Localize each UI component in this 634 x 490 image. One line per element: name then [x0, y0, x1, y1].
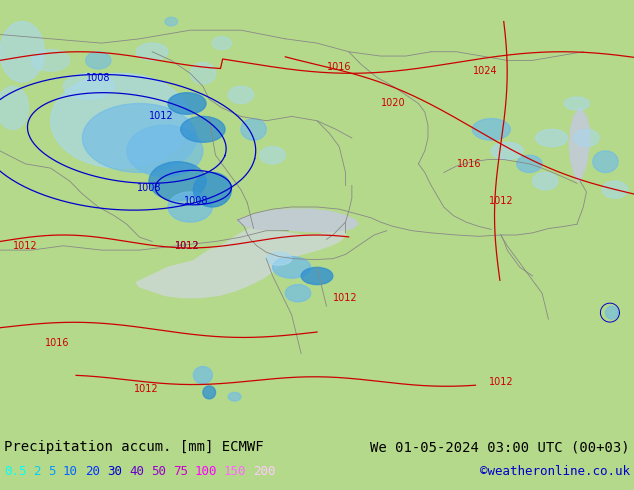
Text: 1012: 1012 — [175, 241, 199, 251]
Ellipse shape — [0, 86, 29, 129]
Ellipse shape — [181, 117, 225, 142]
Ellipse shape — [241, 119, 266, 140]
Ellipse shape — [32, 49, 70, 71]
Text: 1012: 1012 — [150, 111, 174, 122]
Ellipse shape — [472, 119, 510, 140]
Ellipse shape — [574, 129, 599, 147]
Text: 2: 2 — [33, 465, 41, 478]
Ellipse shape — [605, 306, 618, 319]
Ellipse shape — [136, 43, 168, 60]
Text: 5: 5 — [48, 465, 56, 478]
Ellipse shape — [212, 37, 231, 49]
Text: 1012: 1012 — [134, 384, 158, 394]
Text: 1008: 1008 — [184, 196, 209, 205]
Ellipse shape — [149, 162, 206, 200]
Ellipse shape — [190, 63, 216, 84]
Text: 1012: 1012 — [175, 241, 199, 251]
Ellipse shape — [0, 22, 44, 82]
Text: 75: 75 — [173, 465, 188, 478]
Text: 50: 50 — [151, 465, 166, 478]
Ellipse shape — [491, 142, 523, 160]
Ellipse shape — [165, 17, 178, 26]
Ellipse shape — [564, 97, 590, 110]
Text: 1012: 1012 — [489, 377, 513, 387]
Ellipse shape — [593, 151, 618, 172]
Text: 40: 40 — [129, 465, 144, 478]
Text: 1012: 1012 — [489, 196, 513, 205]
Ellipse shape — [536, 129, 567, 147]
Ellipse shape — [273, 257, 311, 278]
Ellipse shape — [203, 386, 216, 399]
Text: 1008: 1008 — [86, 73, 110, 83]
Ellipse shape — [168, 192, 212, 222]
Ellipse shape — [228, 86, 254, 103]
Text: 10: 10 — [63, 465, 78, 478]
Ellipse shape — [193, 367, 212, 384]
Text: 0.5: 0.5 — [4, 465, 27, 478]
Ellipse shape — [127, 125, 203, 177]
Ellipse shape — [51, 74, 190, 168]
Polygon shape — [238, 209, 358, 232]
Ellipse shape — [63, 74, 114, 99]
Ellipse shape — [86, 52, 111, 69]
Ellipse shape — [168, 93, 206, 114]
Text: 1008: 1008 — [137, 183, 161, 193]
Ellipse shape — [285, 285, 311, 302]
Ellipse shape — [602, 181, 628, 198]
Text: 100: 100 — [195, 465, 217, 478]
Text: 200: 200 — [253, 465, 276, 478]
Ellipse shape — [260, 147, 285, 164]
Text: 20: 20 — [85, 465, 100, 478]
Text: 1016: 1016 — [457, 159, 481, 169]
Text: 1016: 1016 — [327, 62, 351, 72]
Text: 30: 30 — [107, 465, 122, 478]
Ellipse shape — [228, 392, 241, 401]
Ellipse shape — [301, 268, 333, 285]
Text: 1012: 1012 — [333, 293, 358, 302]
Ellipse shape — [533, 172, 558, 190]
Ellipse shape — [517, 155, 542, 172]
Ellipse shape — [193, 172, 231, 207]
Ellipse shape — [82, 103, 197, 172]
Text: 1016: 1016 — [45, 338, 69, 348]
Ellipse shape — [266, 252, 292, 265]
Text: We 01-05-2024 03:00 UTC (00+03): We 01-05-2024 03:00 UTC (00+03) — [370, 441, 630, 454]
Polygon shape — [569, 108, 590, 181]
Text: Precipitation accum. [mm] ECMWF: Precipitation accum. [mm] ECMWF — [4, 441, 264, 454]
Text: 1020: 1020 — [381, 98, 405, 108]
Text: 150: 150 — [224, 465, 247, 478]
Text: 1012: 1012 — [13, 241, 37, 251]
Polygon shape — [136, 226, 346, 297]
Text: 1024: 1024 — [473, 66, 497, 76]
Text: ©weatheronline.co.uk: ©weatheronline.co.uk — [480, 465, 630, 478]
